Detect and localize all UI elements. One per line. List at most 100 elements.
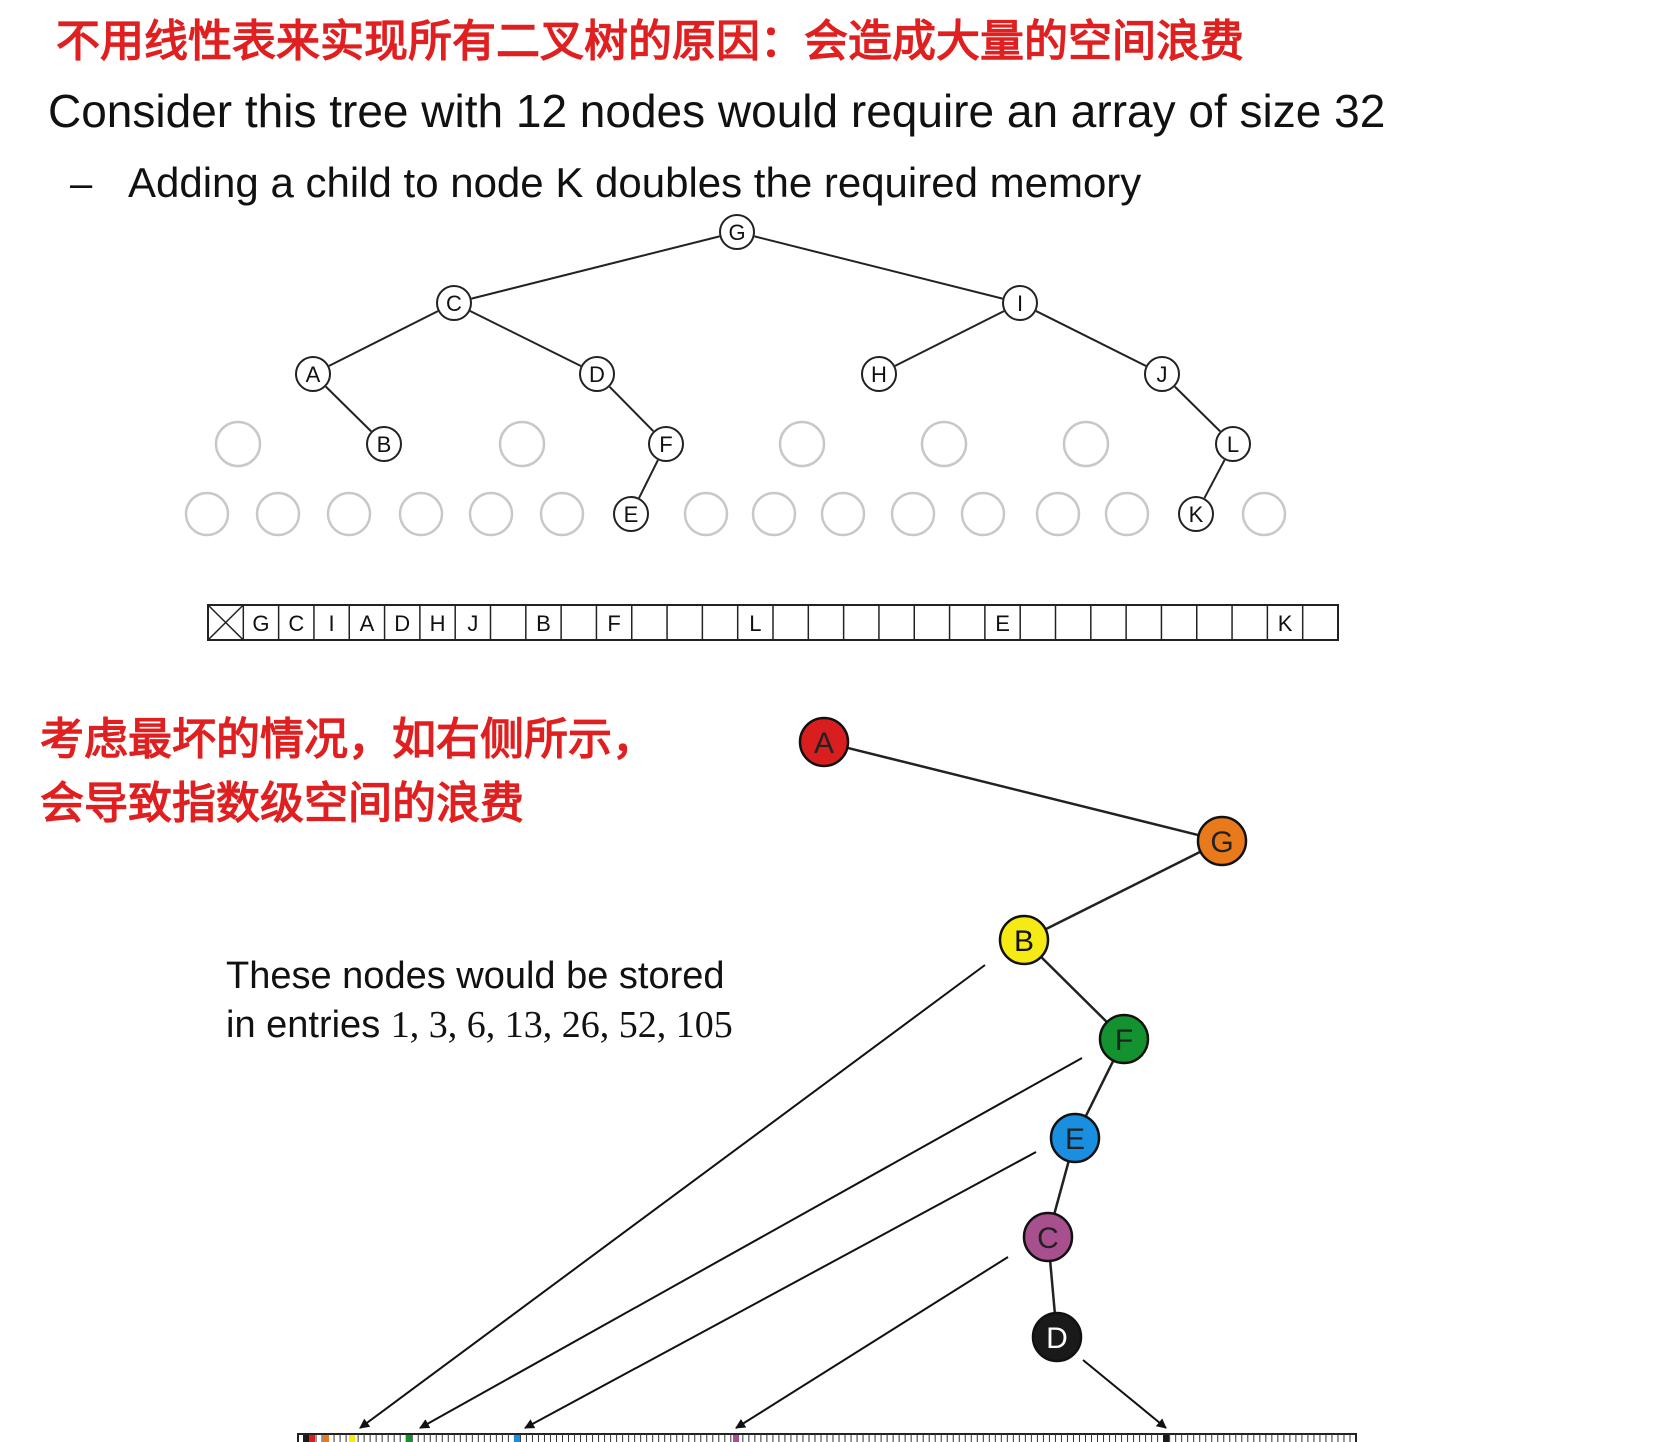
array-cell-G: G [252, 611, 269, 636]
tree-empty-slot [960, 491, 1006, 537]
tree-empty-slot [1062, 420, 1110, 468]
tree-empty-slot [184, 491, 230, 537]
chain-edge-B-F [1040, 956, 1108, 1023]
array-unused-cross [207, 604, 244, 641]
chain-edge-G-B [1045, 851, 1201, 930]
chain-node-F [1098, 1013, 1150, 1065]
tree-node-H [861, 356, 897, 392]
bottom-array-marked-cell [514, 1435, 520, 1442]
tree-edge-G-C [471, 235, 720, 300]
tree-edge-G-I [754, 235, 1003, 300]
tree-edge-A-B [325, 385, 372, 433]
tree-node-label: D [589, 362, 605, 387]
tree-edge-I-J [1035, 310, 1147, 367]
pointer-arrow [1082, 1359, 1167, 1429]
tree-diagram: G C I A D H J B F L E K [184, 214, 1287, 537]
caption-line-1: These nodes would be stored [226, 955, 725, 997]
tree-node-F [648, 426, 684, 462]
tree-empty-slot [1104, 491, 1150, 537]
array-cell-J: J [467, 611, 478, 636]
tree-empty-slot [890, 491, 936, 537]
pointer-arrow [419, 1057, 1083, 1429]
tree-empty-slot [920, 420, 968, 468]
array-cell-F: F [607, 611, 620, 636]
chain-node-label: A [814, 727, 834, 760]
bottom-array-marked-cell [309, 1435, 315, 1442]
chain-node-G [1196, 815, 1248, 867]
tree-node-label: F [659, 432, 672, 457]
note-cn-line-1: 考虑最坏的情况，如右侧所示， [40, 714, 656, 765]
tree-node-label: H [871, 362, 887, 387]
tree-node-label: K [1189, 502, 1204, 527]
tree-empty-slot [326, 491, 372, 537]
tree-node-label: B [377, 432, 392, 457]
tree-empty-slot [1241, 491, 1287, 537]
bottom-array-marked-cell [733, 1435, 739, 1442]
heading: Consider this tree with 12 nodes would r… [48, 85, 1386, 137]
tree-edge-L-K [1203, 459, 1226, 499]
chain-node-label: G [1210, 826, 1233, 859]
chain-node-label: F [1115, 1024, 1133, 1057]
tree-edge-C-A [328, 310, 439, 367]
tree-node-B [366, 426, 402, 462]
tree-edge-J-L [1174, 385, 1221, 433]
tree-edge-F-E [638, 459, 659, 499]
array-cell-H: H [430, 611, 446, 636]
chain-node-B [998, 914, 1050, 966]
tree-empty-slot [820, 491, 866, 537]
tree-edge-C-D [469, 310, 582, 367]
bottom-array-marked-cell [406, 1435, 412, 1442]
tree-node-label: C [446, 291, 462, 316]
tree-edge-I-H [894, 310, 1005, 367]
tree-node-J [1144, 356, 1180, 392]
tree-node-D [579, 356, 615, 392]
chain-node-C [1022, 1211, 1074, 1263]
array-cell-E: E [995, 611, 1010, 636]
bottom-array-marked-cell [1163, 1435, 1169, 1442]
tree-empty-slot [255, 491, 301, 537]
note-cn-line-2: 会导致指数级空间的浪费 [40, 778, 524, 829]
pointer-arrow [524, 1151, 1037, 1429]
array-cell-C: C [288, 611, 304, 636]
tree-empty-slot [398, 491, 444, 537]
tree-node-label: L [1227, 432, 1239, 457]
tree-node-label: E [624, 502, 639, 527]
tree-node-L [1215, 426, 1251, 462]
tree-empty-slot [498, 420, 546, 468]
chain-node-label: E [1065, 1123, 1085, 1156]
array-cell-I: I [329, 611, 335, 636]
tree-node-G [719, 214, 755, 250]
chain-node-E [1049, 1112, 1101, 1164]
array-cell-L: L [749, 611, 761, 636]
pointer-arrow [359, 964, 986, 1429]
bottom-array-marked-cell [323, 1435, 329, 1442]
tree-empty-slot [751, 491, 797, 537]
tree-node-label: I [1017, 291, 1023, 316]
chain-node-A [798, 716, 850, 768]
pointer-arrow [735, 1256, 1009, 1429]
tree-node-label: G [728, 220, 745, 245]
tree-empty-slot [683, 491, 729, 537]
tree-node-K [1178, 496, 1214, 532]
caption-line-2: in entries 1, 3, 6, 13, 26, 52, 105 [226, 1006, 733, 1044]
bullet-dash: – [70, 162, 93, 206]
tree-empty-slot [468, 491, 514, 537]
tree-node-label: J [1157, 362, 1168, 387]
array-cell-A: A [360, 611, 375, 636]
chain-edge-C-D [1048, 1261, 1057, 1313]
chain-edge-E-C [1053, 1161, 1070, 1214]
tree-node-I [1002, 285, 1038, 321]
chain-node-label: D [1046, 1322, 1068, 1355]
title-cn: 不用线性表来实现所有二叉树的原因：会造成大量的空间浪费 [56, 16, 1244, 67]
array-cell-K: K [1278, 611, 1293, 636]
tree-node-C [436, 285, 472, 321]
tree-node-A [295, 356, 331, 392]
tree-empty-slot [778, 420, 826, 468]
tree-edge-D-F [608, 386, 655, 432]
tree-empty-slot [214, 420, 262, 468]
array-cell-D: D [394, 611, 410, 636]
tree-node-label: A [306, 362, 321, 387]
caption-prefix: in entries [226, 1004, 391, 1046]
